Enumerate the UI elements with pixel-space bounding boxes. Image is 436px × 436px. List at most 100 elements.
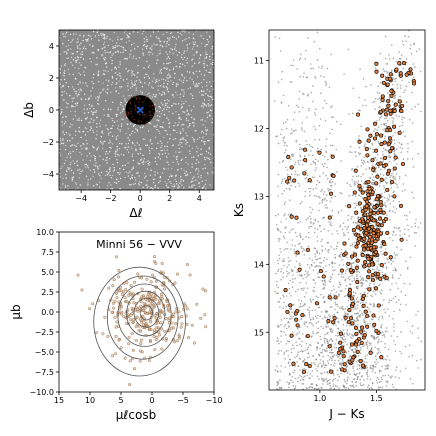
cmd-field-point [288,340,291,343]
cmd-field-point [357,375,360,378]
member-star-point [128,99,130,102]
cmd-member-point [317,150,322,155]
cmd-field-point [291,244,294,246]
cmd-field-point [391,117,393,119]
cmd-field-point [299,233,301,235]
member-star-point [145,96,147,98]
cmd-field-point [308,306,311,309]
field-star-point [191,109,193,111]
cmd-member-point [348,267,353,273]
field-star-point [84,164,86,166]
field-star-point [75,130,77,132]
cmd-member-point [307,178,312,183]
field-star-point [145,47,148,50]
field-star-point [126,101,128,104]
cmd-field-point [357,300,359,303]
cmd-field-point [329,188,332,191]
cmd-field-point [361,394,363,396]
field-star-point [175,183,178,185]
field-star-point [209,55,211,58]
cmd-field-point [280,278,282,281]
pm-member-point [117,338,121,342]
cmd-field-point [327,372,329,374]
field-star-point [109,38,111,40]
cmd-member-point [301,369,307,374]
field-star-point [195,179,197,181]
field-star-point [108,182,110,184]
cmd-field-point [326,166,329,169]
cmd-field-point [301,200,303,203]
field-star-point [172,81,174,84]
cmd-field-point [395,115,398,117]
cmd-field-point [412,166,415,168]
cmd-field-point [313,40,316,43]
cmd-field-point [301,287,303,290]
cmd-field-point [357,175,360,177]
cmd-field-point [377,257,380,260]
field-star-point [67,39,70,42]
cmd-field-point [343,295,346,298]
pm-member-point [115,255,119,259]
field-star-point [116,127,119,130]
member-star-point [133,119,136,121]
cmd-field-point [302,92,304,95]
cmd-field-point [370,347,373,349]
cmd-field-point [303,358,306,361]
field-star-point [199,136,201,139]
member-star-point [149,105,151,107]
cmd-field-point [310,163,312,166]
field-star-point [175,60,177,63]
field-star-point [63,90,66,93]
field-star-point [157,156,159,158]
cmd-field-point [285,334,287,336]
cmd-field-point [304,270,307,272]
cmd-field-point [357,392,359,394]
cmd-member-point [390,179,395,185]
pm-member-point [122,315,126,319]
cmd-field-point [400,352,403,355]
field-star-point [146,180,148,182]
cmd-field-point [280,323,282,326]
field-star-point [206,81,208,84]
field-star-point [185,171,188,173]
cmd-field-point [378,119,381,121]
cmd-field-point [292,130,295,132]
cmd-field-point [337,305,339,308]
field-star-point [131,44,133,46]
cmd-field-point [286,381,288,383]
cmd-field-point [355,360,358,363]
field-star-point [195,169,197,171]
cmd-field-point [347,387,350,390]
field-star-point [115,72,117,74]
cmd-field-point [399,95,401,98]
cmd-field-point [431,44,433,46]
field-star-point [134,144,136,146]
field-star-point [79,56,82,59]
field-star-point [158,152,160,155]
field-star-point [72,160,74,162]
field-star-point [166,67,168,70]
cmd-field-point [314,282,317,285]
cmd-field-point [309,215,311,218]
cmd-field-point [291,286,294,289]
cmd-field-point [407,224,409,227]
field-star-point [195,162,197,165]
field-star-point [202,132,205,134]
cmd-field-point [279,379,281,382]
cmd-field-point [386,368,388,370]
cmd-member-point [389,88,394,94]
pm-member-point [203,313,207,317]
cmd-field-point [381,331,384,333]
field-star-point [102,43,105,46]
cmd-field-point [319,118,322,120]
cmd-field-point [294,173,296,176]
cmd-field-point [349,373,351,376]
cmd-field-point [392,234,394,236]
field-star-point [166,141,169,144]
field-star-point [72,172,75,174]
cmd-field-point [295,260,298,263]
cmd-field-point [388,97,391,99]
field-star-point [117,109,119,111]
cmd-field-point [313,279,315,282]
pm-member-point [168,279,172,283]
